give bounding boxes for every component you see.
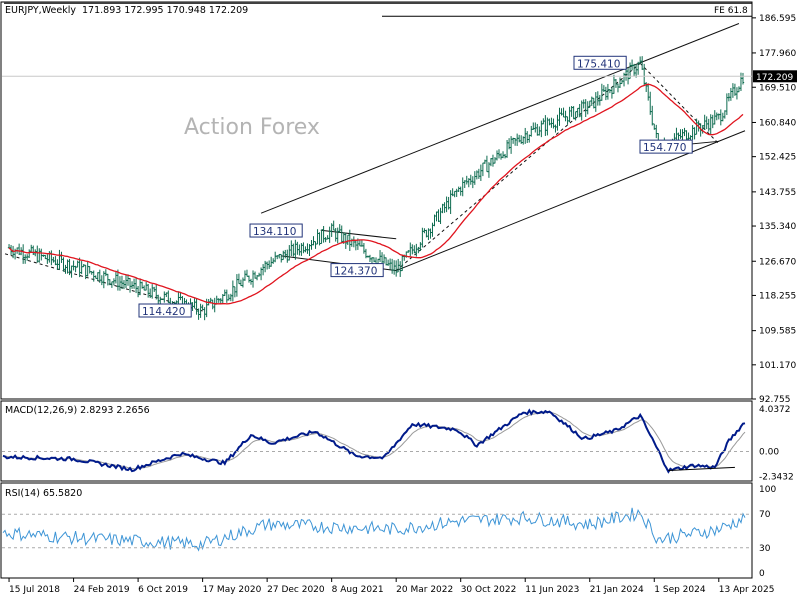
- y-tick-label: 160.840: [759, 118, 796, 128]
- x-tick-label: 13 Apr 2025: [719, 585, 775, 595]
- rsi-tick-label: 30: [759, 544, 771, 554]
- y-tick-label: 118.255: [759, 291, 796, 301]
- last-price-marker: 172.209: [2, 70, 797, 83]
- rsi-line: [2, 507, 746, 552]
- fibo-levels: FE 138.2 FE 61.8: [4, 0, 754, 17]
- macd-label: MACD(12,26,9) 2.8293 2.2656: [5, 405, 150, 416]
- x-tick-label: 15 Jul 2018: [9, 585, 60, 595]
- macd-tick-label: -2.3432: [759, 472, 794, 482]
- y-tick-label: 143.755: [759, 188, 796, 198]
- x-tick-label: 17 May 2020: [203, 585, 262, 595]
- price-panel: [0, 1, 753, 400]
- last-price-box: [753, 70, 797, 83]
- macd-axis: 4.0372 0.00 -2.3432: [2, 405, 794, 482]
- macd-tick-label: 4.0372: [759, 405, 791, 415]
- macd-line: [2, 408, 746, 474]
- y-tick-label: 186.595: [759, 14, 796, 24]
- ma-line: [8, 83, 744, 305]
- watermark: Action Forex: [184, 115, 320, 140]
- rsi-axis: 100 70 30 0: [2, 485, 776, 579]
- price-annotation-box: [138, 303, 192, 318]
- trend-line: [395, 130, 746, 272]
- macd-panel: [0, 400, 753, 482]
- price-annotation-label: 175.410: [577, 58, 620, 70]
- rsi-tick-label: 70: [759, 510, 771, 520]
- y-tick-label: 126.670: [759, 257, 796, 267]
- price-annotation-label: 134.110: [253, 226, 296, 238]
- y-tick-label: 177.960: [759, 49, 796, 59]
- fibo-level-label: FE 138.2: [714, 0, 754, 3]
- last-price-label: 172.209: [756, 73, 793, 83]
- price-annotation-box: [573, 55, 627, 70]
- y-tick-label: 135.340: [759, 222, 796, 232]
- price-annotation-label: 114.420: [142, 306, 185, 318]
- x-tick-label: 20 Mar 2022: [396, 585, 453, 595]
- x-tick-label: 6 Oct 2019: [138, 585, 188, 595]
- price-annotation-label: 154.770: [643, 142, 686, 154]
- moving-average: [8, 83, 744, 305]
- time-axis: 15 Jul 2018 24 Feb 2019 6 Oct 2019 17 May 2…: [8, 578, 775, 595]
- macd-lines: [2, 408, 746, 474]
- chart-header: EURJPY,Weekly 171.893 172.995 170.948 172…: [5, 5, 248, 16]
- rsi-line: [2, 507, 746, 552]
- y-tick-label: 101.170: [759, 361, 796, 371]
- price-annotation-box: [639, 139, 693, 154]
- rsi-panel: [0, 482, 753, 579]
- y-tick-label: 109.585: [759, 327, 796, 337]
- price-axis: 186.595 177.960 169.510 160.840 152.425 143.7…: [752, 14, 796, 405]
- candles: [7, 56, 745, 321]
- x-tick-label: 1 Sep 2024: [654, 585, 706, 595]
- fibo-level-label: FE 61.8: [714, 6, 748, 16]
- macd-signal-line: [2, 411, 746, 470]
- macd-tick-label: 0.00: [759, 448, 779, 458]
- macd-trend-line: [668, 466, 735, 472]
- y-tick-label: 152.425: [759, 153, 796, 163]
- price-annotations: 175.410 154.770 134.110 124.370 114.420: [138, 55, 693, 318]
- x-tick-label: 30 Oct 2022: [461, 585, 517, 595]
- rsi-tick-label: 100: [759, 485, 776, 495]
- x-tick-label: 21 Jan 2024: [590, 585, 644, 595]
- price-annotation-box: [330, 263, 384, 278]
- x-tick-label: 27 Dec 2020: [267, 585, 325, 595]
- trend-line: [320, 229, 397, 240]
- y-tick-label: 169.510: [759, 83, 796, 93]
- rsi-tick-label: 0: [759, 569, 765, 579]
- y-tick-label: 92.755: [759, 395, 791, 405]
- x-tick-label: 8 Aug 2021: [332, 585, 384, 595]
- x-tick-label: 11 Jun 2023: [525, 585, 579, 595]
- rsi-label: RSI(14) 65.5820: [5, 488, 82, 499]
- price-annotation-label: 124.370: [334, 266, 377, 278]
- x-tick-label: 24 Feb 2019: [74, 585, 130, 595]
- price-annotation-box: [249, 223, 303, 238]
- trend-line: [260, 23, 740, 214]
